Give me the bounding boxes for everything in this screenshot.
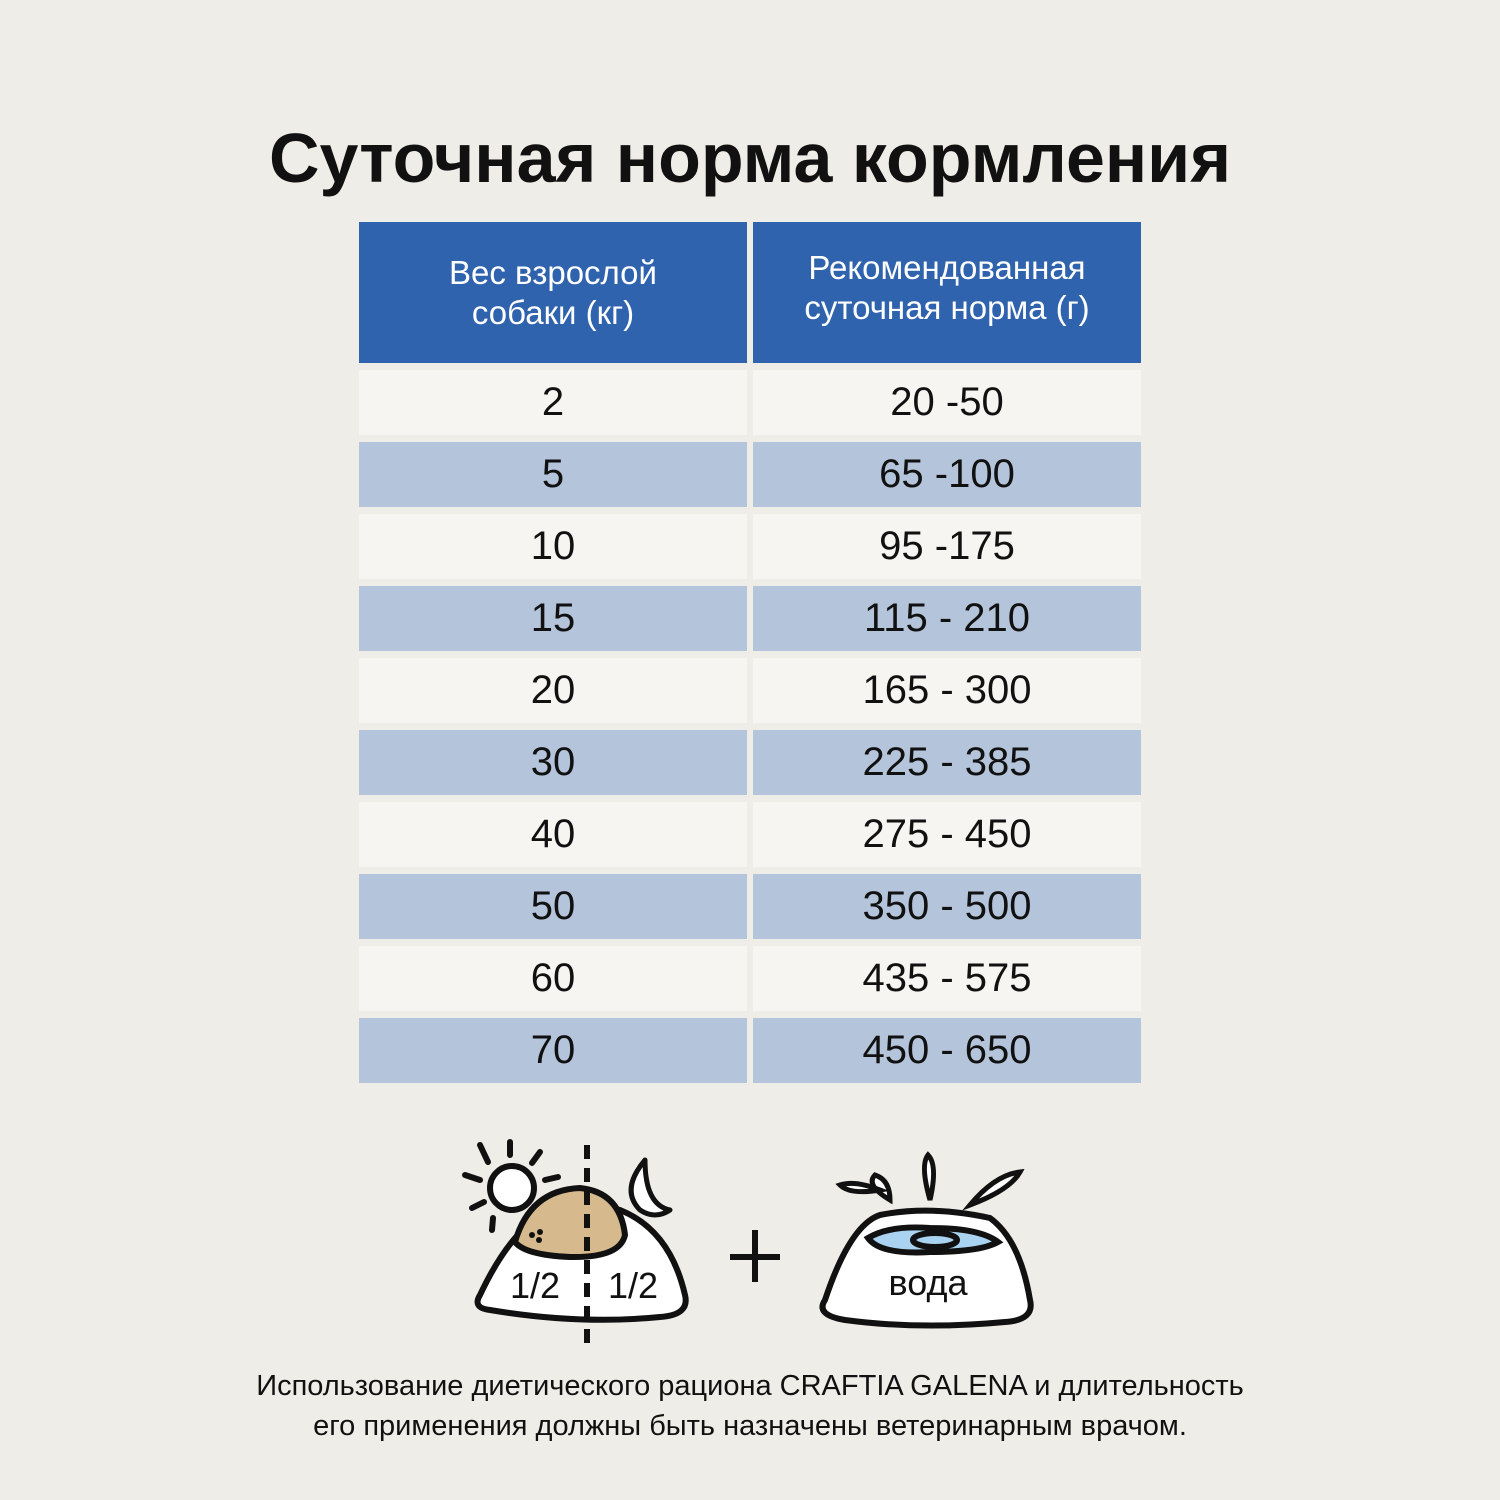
cell-weight: 70 <box>359 1018 747 1083</box>
note-line-2: его применения должны быть назначены вет… <box>313 1410 1187 1442</box>
moon-icon <box>628 1157 673 1218</box>
cell-daily-norm: 65 -100 <box>753 442 1141 507</box>
sun-icon <box>462 1139 561 1233</box>
header-weight: Вес взрослой собаки (кг) <box>359 222 747 363</box>
cell-weight: 5 <box>359 442 747 507</box>
cell-weight: 30 <box>359 730 747 795</box>
cell-daily-norm: 115 - 210 <box>753 586 1141 651</box>
cell-daily-norm: 450 - 650 <box>753 1018 1141 1083</box>
food-right-label: 1/2 <box>608 1265 658 1306</box>
cell-weight: 40 <box>359 802 747 867</box>
plus-icon <box>730 1230 780 1282</box>
cell-weight: 2 <box>359 370 747 435</box>
cell-daily-norm: 20 -50 <box>753 370 1141 435</box>
cell-weight: 60 <box>359 946 747 1011</box>
feeding-illustration: 1/2 1/2 вода <box>450 1130 1050 1350</box>
cell-daily-norm: 275 - 450 <box>753 802 1141 867</box>
food-left-label: 1/2 <box>510 1265 560 1306</box>
disclaimer-note: Использование диетического рациона CRAFT… <box>0 1366 1500 1446</box>
page-title: Суточная норма кормления <box>268 119 1232 197</box>
cell-daily-norm: 350 - 500 <box>753 874 1141 939</box>
cell-daily-norm: 95 -175 <box>753 514 1141 579</box>
cell-weight: 15 <box>359 586 747 651</box>
food-bowl-icon <box>474 1145 689 1345</box>
header-daily-norm: Рекомендованная суточная норма (г) <box>753 222 1141 363</box>
cell-daily-norm: 165 - 300 <box>753 658 1141 723</box>
water-bowl-icon <box>819 1151 1034 1329</box>
cell-weight: 50 <box>359 874 747 939</box>
cell-daily-norm: 225 - 385 <box>753 730 1141 795</box>
cell-daily-norm: 435 - 575 <box>753 946 1141 1011</box>
water-label: вода <box>889 1262 969 1303</box>
cell-weight: 20 <box>359 658 747 723</box>
cell-weight: 10 <box>359 514 747 579</box>
note-line-1: Использование диетического рациона CRAFT… <box>256 1370 1244 1402</box>
